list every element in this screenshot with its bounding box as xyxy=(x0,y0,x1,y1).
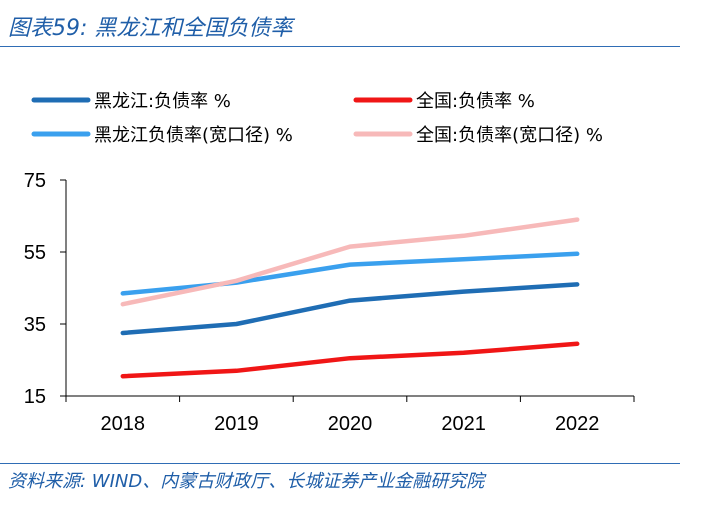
line-chart: 黑龙江:负债率 % 全国:负债率 % 黑龙江负债率(宽口径) % 全国:负债率(宽口径… xyxy=(24,91,635,435)
x-tick-label: 2019 xyxy=(214,413,259,435)
x-tick-label: 2020 xyxy=(328,413,373,435)
legend: 黑龙江:负债率 % 全国:负债率 % 黑龙江负债率(宽口径) % 全国:负债率(宽口径… xyxy=(31,91,603,146)
series-line-2 xyxy=(120,341,580,379)
legend-label: 全国:负债率 % xyxy=(416,91,535,112)
series-line-4 xyxy=(120,217,580,307)
legend-label: 全国:负债率(宽口径) % xyxy=(416,125,603,146)
axes: 15 35 55 75 2018 2019 2020 2021 2022 xyxy=(24,170,635,435)
x-tick-label: 2022 xyxy=(555,413,600,435)
y-tick-label: 75 xyxy=(24,170,46,192)
legend-label: 黑龙江:负债率 % xyxy=(94,91,231,112)
title-rule xyxy=(0,46,680,47)
x-tick-label: 2021 xyxy=(441,413,486,435)
y-tick-label: 55 xyxy=(24,242,46,264)
series-line-1 xyxy=(120,282,580,336)
series-lines xyxy=(120,217,580,379)
figure-title: 图表59: 黑龙江和全国负债率 xyxy=(8,16,293,41)
series-line-3 xyxy=(120,251,580,296)
x-tick-label: 2018 xyxy=(101,413,146,435)
y-tick-label: 35 xyxy=(24,314,46,336)
legend-label: 黑龙江负债率(宽口径) % xyxy=(94,125,293,146)
source-rule xyxy=(0,463,680,464)
source-note: 资料来源: WIND、内蒙古财政厅、长城证券产业金融研究院 xyxy=(8,471,485,492)
y-tick-label: 15 xyxy=(24,386,46,408)
